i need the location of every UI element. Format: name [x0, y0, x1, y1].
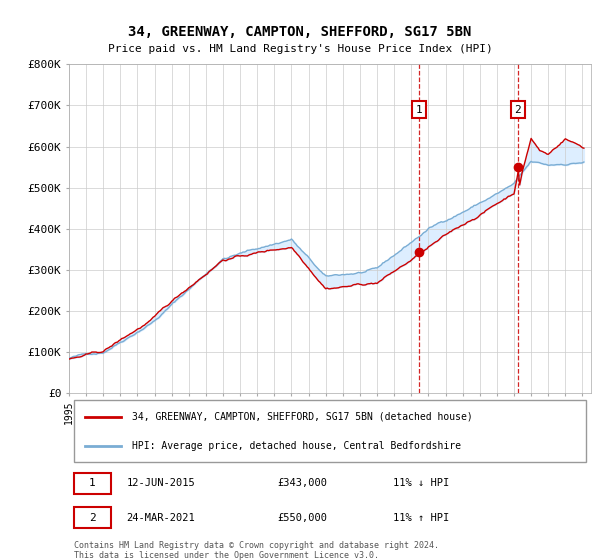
- Text: 2: 2: [515, 105, 521, 115]
- Text: 11% ↓ HPI: 11% ↓ HPI: [392, 478, 449, 488]
- Text: 34, GREENWAY, CAMPTON, SHEFFORD, SG17 5BN: 34, GREENWAY, CAMPTON, SHEFFORD, SG17 5B…: [128, 25, 472, 39]
- Text: £550,000: £550,000: [278, 513, 328, 523]
- Text: 12-JUN-2015: 12-JUN-2015: [127, 478, 195, 488]
- Text: 11% ↑ HPI: 11% ↑ HPI: [392, 513, 449, 523]
- FancyBboxPatch shape: [74, 507, 111, 529]
- Text: 2: 2: [89, 513, 96, 523]
- Text: Price paid vs. HM Land Registry's House Price Index (HPI): Price paid vs. HM Land Registry's House …: [107, 44, 493, 54]
- Text: 24-MAR-2021: 24-MAR-2021: [127, 513, 195, 523]
- Text: £343,000: £343,000: [278, 478, 328, 488]
- Text: 34, GREENWAY, CAMPTON, SHEFFORD, SG17 5BN (detached house): 34, GREENWAY, CAMPTON, SHEFFORD, SG17 5B…: [131, 412, 472, 422]
- Text: 1: 1: [415, 105, 422, 115]
- Text: Contains HM Land Registry data © Crown copyright and database right 2024.
This d: Contains HM Land Registry data © Crown c…: [74, 541, 439, 560]
- FancyBboxPatch shape: [74, 399, 586, 462]
- Text: HPI: Average price, detached house, Central Bedfordshire: HPI: Average price, detached house, Cent…: [131, 441, 461, 451]
- FancyBboxPatch shape: [74, 473, 111, 494]
- Text: 1: 1: [89, 478, 96, 488]
